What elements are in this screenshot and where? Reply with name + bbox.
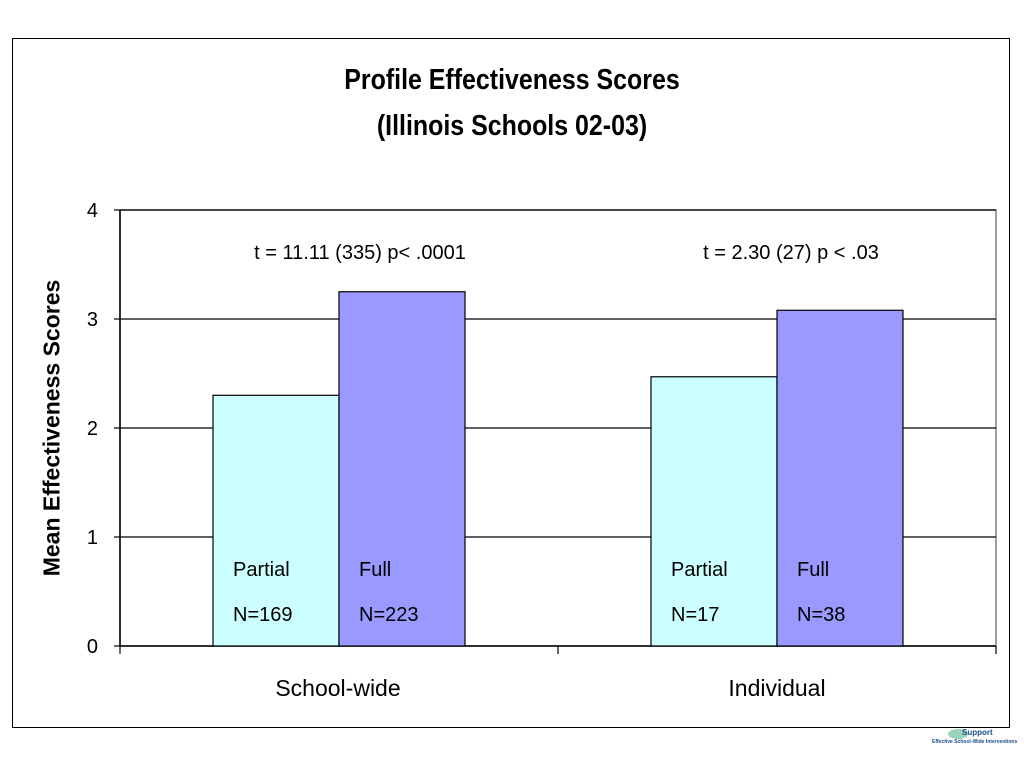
logo-subtext: Effective School-Wide Interventions: [932, 739, 1018, 745]
y-tick-label: 4: [87, 200, 98, 222]
y-tick-label: 1: [87, 527, 98, 549]
bar-series-label: Partial: [233, 559, 290, 581]
chart-subtitle: (Illinois Schools 02-03): [376, 110, 648, 142]
bar-series-label: Full: [797, 559, 829, 581]
bar-n-label: N=38: [797, 604, 845, 626]
significance-annotation: t = 2.30 (27) p < .03: [703, 242, 879, 264]
significance-annotation: t = 11.11 (335) p< .0001: [254, 242, 466, 264]
y-tick-label: 3: [87, 309, 98, 331]
logo: [930, 728, 1010, 748]
bar-partial: [650, 376, 778, 647]
y-tick-label: 2: [87, 418, 98, 440]
y-tick-label: 0: [87, 636, 98, 658]
logo-text: Support: [962, 728, 993, 737]
bar-n-label: N=17: [671, 604, 719, 626]
bar-series-label: Partial: [671, 559, 728, 581]
bar-n-label: N=223: [359, 604, 419, 626]
x-category-label: School-wide: [275, 675, 400, 701]
bar-full: [338, 291, 466, 647]
x-category-label: Individual: [728, 675, 825, 701]
logo-swoosh-icon: [948, 729, 968, 739]
bar-series-label: Full: [359, 559, 391, 581]
bar-partial: [212, 394, 340, 647]
bar-full: [776, 309, 904, 647]
chart-title: Profile Effectiveness Scores: [344, 64, 680, 96]
bar-n-label: N=169: [233, 604, 293, 626]
